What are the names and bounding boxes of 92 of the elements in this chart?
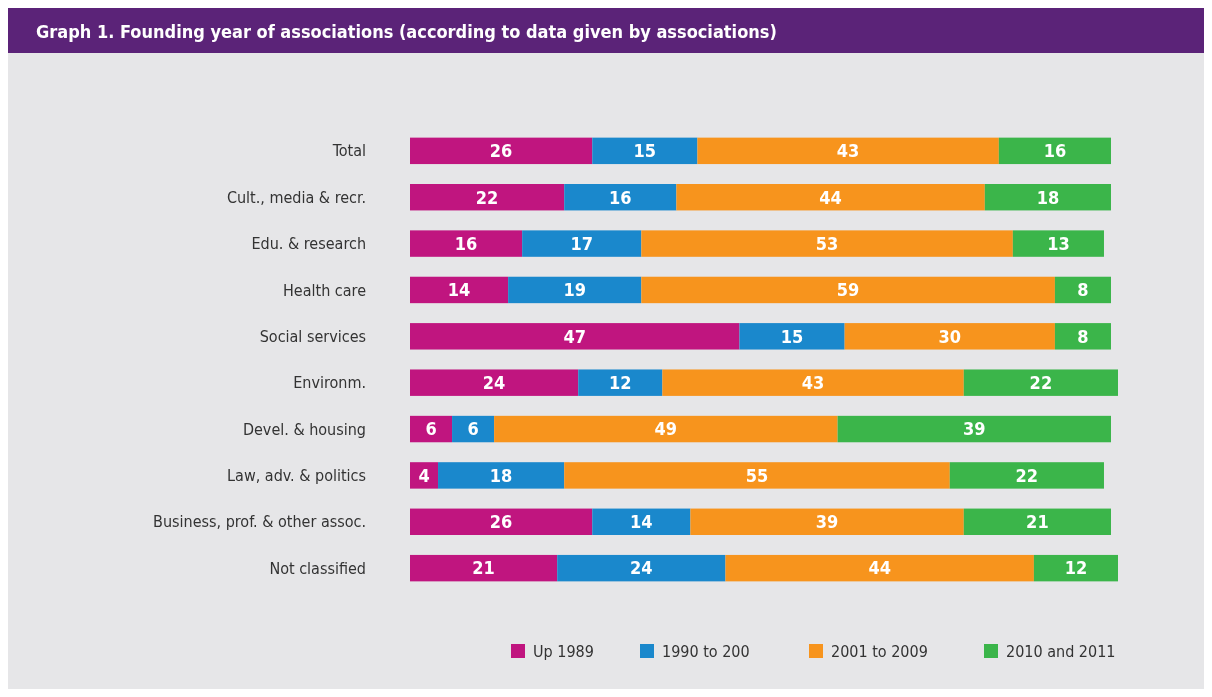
bar	[564, 462, 950, 489]
data-label: 18	[489, 464, 513, 486]
legend-label: 2010 and 2011	[1006, 641, 1116, 661]
legend-label: 2001 to 2009	[831, 641, 928, 661]
bar	[438, 462, 565, 489]
bar	[1054, 276, 1111, 304]
y-tick-label: Environm.	[293, 373, 366, 393]
bar	[984, 184, 1111, 211]
data-label: 47	[563, 325, 587, 347]
bar	[1012, 230, 1104, 257]
bar	[949, 462, 1104, 489]
bar	[739, 323, 845, 350]
y-tick-label: Devel. & housing	[242, 419, 366, 439]
data-label: 6	[425, 418, 437, 440]
bar	[641, 276, 1055, 304]
bar	[508, 276, 642, 304]
bar	[662, 369, 964, 396]
bar	[963, 508, 1111, 535]
data-label: 26	[489, 511, 513, 533]
data-label: 22	[475, 186, 499, 208]
bar	[494, 415, 838, 443]
bar	[410, 323, 740, 350]
data-label: 19	[563, 279, 587, 301]
data-label: 17	[570, 232, 594, 254]
data-label: 53	[815, 232, 839, 254]
data-label: 8	[1077, 279, 1089, 301]
data-label: 49	[654, 418, 678, 440]
bar	[844, 323, 1055, 350]
data-label: 44	[868, 557, 891, 579]
data-label: 39	[815, 511, 839, 533]
bar	[592, 137, 698, 165]
legend-label: Up 1989	[533, 641, 594, 661]
bar	[690, 508, 964, 535]
bar	[697, 137, 999, 165]
bar	[1054, 323, 1111, 350]
data-label: 44	[819, 186, 842, 208]
bar	[410, 230, 523, 257]
bar	[410, 554, 558, 582]
data-label: 16	[1043, 140, 1067, 162]
data-label: 14	[630, 511, 653, 533]
data-label: 26	[489, 140, 513, 162]
legend-label: 1990 to 200	[662, 641, 750, 661]
bar	[410, 137, 593, 165]
bar	[725, 554, 1034, 582]
bar	[564, 184, 677, 211]
data-label: 43	[836, 140, 860, 162]
bar	[641, 230, 1013, 257]
data-label: 14	[447, 279, 471, 301]
data-label: 22	[1015, 464, 1039, 486]
data-label: 21	[1026, 511, 1049, 533]
data-label: 16	[454, 232, 478, 254]
data-label: 39	[963, 418, 986, 440]
data-label: 4	[418, 464, 430, 486]
bar	[410, 184, 565, 211]
data-label: 16	[609, 186, 632, 208]
bar	[1033, 554, 1118, 582]
data-label: 18	[1036, 186, 1060, 208]
bar	[998, 137, 1111, 165]
bar	[578, 369, 663, 396]
bar	[410, 276, 509, 304]
y-tick-label: Business, prof. & other assoc.	[153, 512, 366, 532]
y-tick-label: Total	[331, 141, 366, 161]
bar	[592, 508, 691, 535]
data-label: 8	[1077, 325, 1089, 347]
data-label: 24	[482, 371, 506, 393]
data-label: 43	[801, 371, 825, 393]
data-label: 22	[1029, 371, 1053, 393]
y-tick-label: Law, adv. & politics	[227, 466, 366, 486]
data-label: 55	[745, 464, 769, 486]
bar	[557, 554, 726, 582]
data-label: 13	[1047, 232, 1070, 254]
bar	[522, 230, 642, 257]
data-label: 6	[467, 418, 479, 440]
y-tick-label: Edu. & research	[251, 234, 366, 254]
data-label: 12	[1064, 557, 1088, 579]
y-tick-label: Not classified	[269, 558, 366, 578]
bar	[676, 184, 985, 211]
data-label: 59	[836, 279, 860, 301]
data-label: 21	[472, 557, 495, 579]
data-label: 12	[609, 371, 632, 393]
y-tick-label: Social services	[259, 326, 366, 346]
y-tick-label: Health care	[283, 280, 367, 300]
bar	[837, 415, 1111, 443]
bar	[963, 369, 1118, 396]
bar	[410, 508, 593, 535]
chart-title: Graph 1. Founding year of associations (according to data given by associations)	[36, 21, 777, 43]
data-label: 15	[780, 325, 804, 347]
data-label: 24	[630, 557, 653, 579]
data-label: 30	[938, 325, 962, 347]
data-label: 15	[633, 140, 657, 162]
y-tick-label: Cult., media & recr.	[226, 187, 366, 207]
bar	[410, 369, 579, 396]
